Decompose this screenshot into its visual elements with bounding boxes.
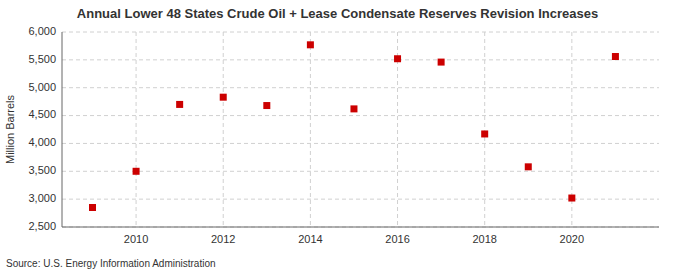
y-axis-line bbox=[62, 32, 63, 227]
x-tick-label: 2012 bbox=[211, 233, 235, 245]
point bbox=[133, 168, 140, 175]
x-grid-line bbox=[310, 32, 311, 227]
x-tick-label: 2014 bbox=[298, 233, 322, 245]
point bbox=[568, 195, 575, 202]
points bbox=[89, 41, 619, 211]
point bbox=[263, 102, 270, 109]
y-grid-line bbox=[62, 59, 659, 60]
annotation: Source: U.S. Energy Information Administ… bbox=[6, 258, 216, 269]
y-grid-line bbox=[62, 87, 659, 88]
x-grid-line bbox=[136, 32, 137, 227]
y-grid-line bbox=[62, 143, 659, 144]
point bbox=[89, 204, 96, 211]
point bbox=[525, 163, 532, 170]
point bbox=[394, 55, 401, 62]
x-tick-label: 2016 bbox=[385, 233, 409, 245]
x-axis-line bbox=[62, 227, 659, 228]
chart: 2,500 3,000 3,500 4,000 4,500 5,000 5,500 6,000… bbox=[0, 0, 675, 275]
y-tick-label: 6,000 bbox=[28, 25, 56, 37]
point bbox=[307, 41, 314, 48]
y-tick-label: 4,000 bbox=[28, 136, 56, 148]
x-tick-label: 2020 bbox=[560, 233, 584, 245]
y-axis-label: Million Barrels bbox=[4, 94, 16, 164]
x-tick-label: 2018 bbox=[472, 233, 496, 245]
x-grid-line bbox=[484, 32, 485, 227]
point bbox=[176, 101, 183, 108]
y-tick-label: 5,500 bbox=[28, 53, 56, 65]
y-tick-label: 3,000 bbox=[28, 192, 56, 204]
point bbox=[220, 94, 227, 101]
x-grid-line bbox=[223, 32, 224, 227]
y-grid-line bbox=[62, 115, 659, 116]
point bbox=[612, 53, 619, 60]
y-tick-label: 3,500 bbox=[28, 164, 56, 176]
y-grid-line bbox=[62, 32, 659, 33]
point bbox=[438, 59, 445, 66]
title: Annual Lower 48 States Crude Oil + Lease… bbox=[77, 6, 598, 21]
y-grid-line bbox=[62, 171, 659, 172]
y-tick-label: 4,500 bbox=[28, 108, 56, 120]
point bbox=[481, 130, 488, 137]
point bbox=[350, 105, 357, 112]
y-tick-label: 5,000 bbox=[28, 81, 56, 93]
x-tick-label: 2010 bbox=[124, 233, 148, 245]
y-grid-line bbox=[62, 227, 659, 228]
y-tick-label: 2,500 bbox=[28, 220, 56, 232]
grid bbox=[62, 32, 659, 227]
